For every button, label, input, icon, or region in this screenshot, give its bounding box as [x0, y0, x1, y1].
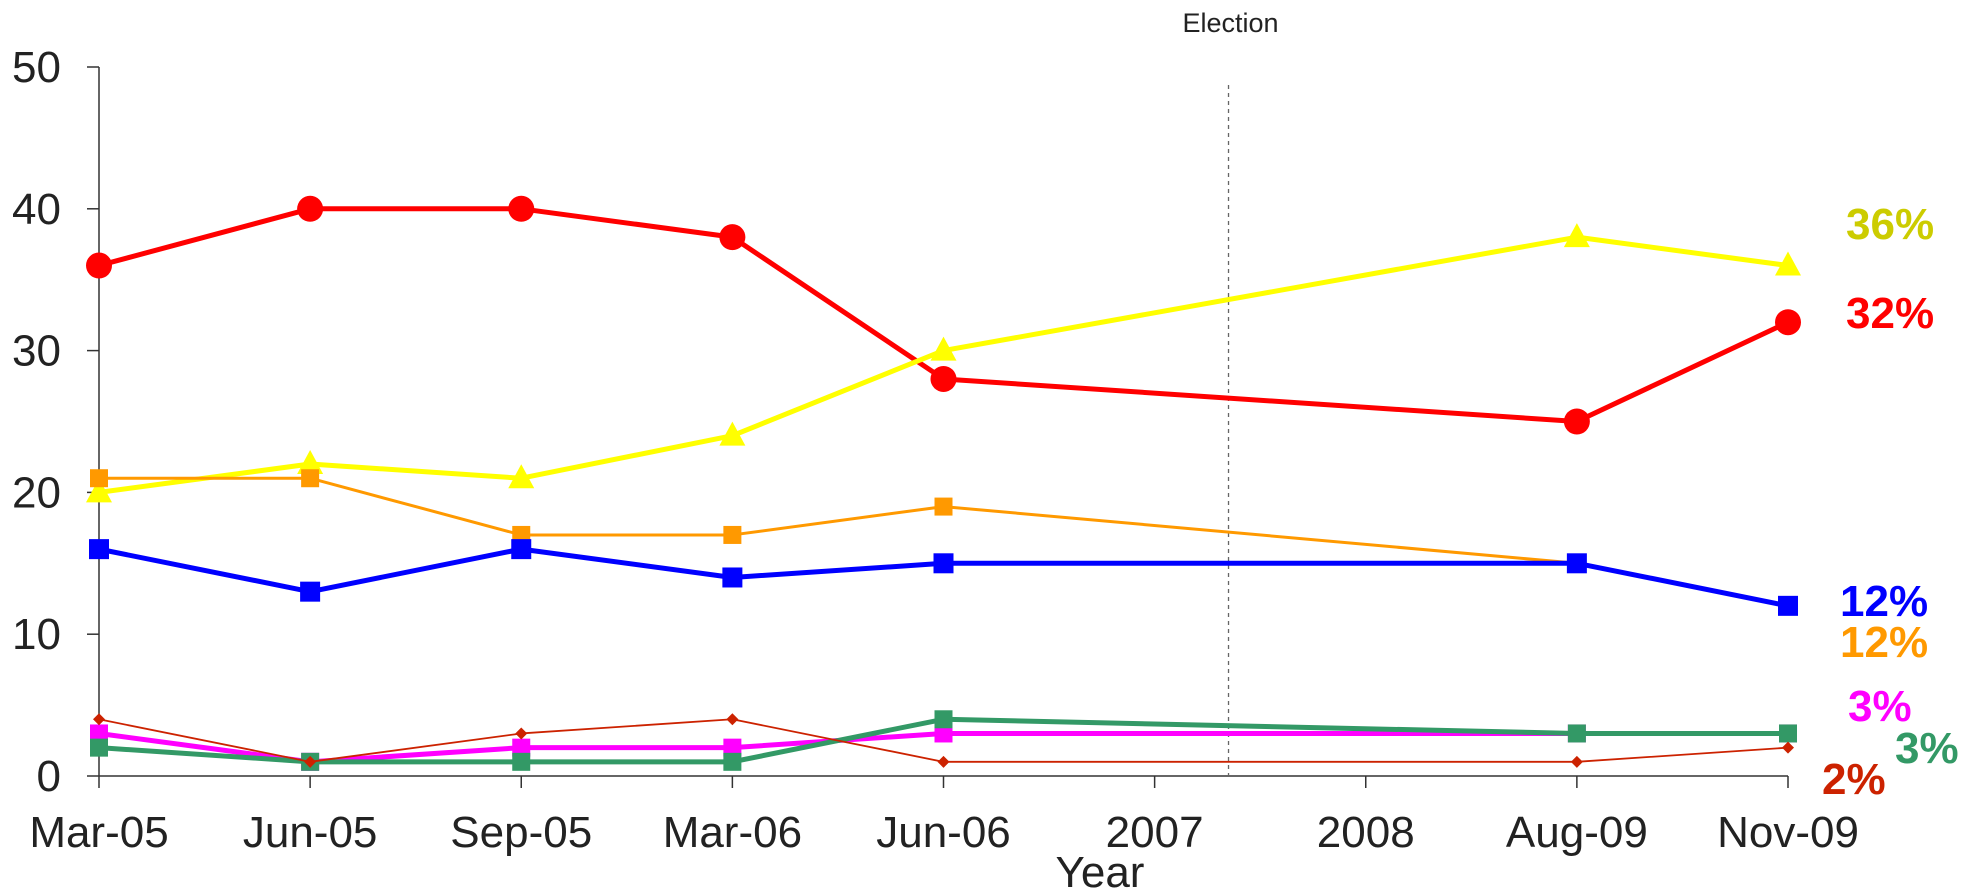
data-point — [722, 567, 743, 588]
data-point — [90, 469, 108, 488]
data-point — [934, 497, 953, 516]
data-point — [86, 478, 112, 503]
x-axis-title: Year — [1056, 848, 1145, 890]
x-tick-label: Sep-05 — [450, 808, 592, 857]
annotations: Election — [1182, 8, 1279, 776]
data-point — [1775, 251, 1801, 276]
data-point — [934, 710, 953, 729]
end-label: 12% — [1840, 618, 1928, 667]
data-point — [512, 738, 531, 757]
x-tick-label: Aug-09 — [1506, 808, 1648, 857]
data-point — [719, 224, 746, 251]
x-tick-label: Mar-06 — [663, 808, 802, 857]
x-tick-label: 2007 — [1106, 808, 1204, 857]
series-0 — [86, 195, 1801, 435]
data-point — [1779, 724, 1797, 743]
x-tick-label: Jun-05 — [243, 808, 378, 857]
data-point — [933, 553, 954, 574]
y-tick-label: 0 — [37, 752, 61, 801]
data-point — [297, 195, 324, 222]
x-tick-label: Mar-05 — [29, 808, 168, 857]
data-point — [930, 336, 957, 361]
election-annotation-label: Election — [1182, 8, 1278, 38]
data-point — [86, 252, 112, 279]
x-tick-label: Jun-06 — [876, 808, 1011, 857]
series-layer — [86, 195, 1801, 771]
data-point — [93, 713, 105, 726]
series-2 — [90, 469, 1797, 615]
data-point — [300, 581, 321, 602]
data-point — [726, 713, 739, 726]
data-point — [297, 450, 324, 475]
y-tick-label: 50 — [12, 43, 61, 92]
end-label: 32% — [1846, 289, 1934, 338]
series-1 — [86, 223, 1801, 503]
axes: 0 10 20 30 40 50 Mar-05 Jun-05 Sep-05 Mar-06 Jun-0… — [12, 43, 1859, 857]
series-line — [98, 234, 1789, 495]
series-line — [99, 476, 1789, 608]
data-point — [723, 525, 742, 544]
data-point — [508, 195, 535, 222]
end-labels: 32%36%12%12%3%3%2% — [1822, 200, 1959, 804]
data-point — [1563, 223, 1590, 248]
data-point — [1782, 741, 1794, 754]
data-point — [1775, 309, 1801, 336]
x-tick-label: 2008 — [1317, 808, 1415, 857]
data-point — [930, 365, 957, 392]
data-point — [937, 755, 950, 768]
end-label: 3% — [1895, 724, 1959, 773]
data-point — [511, 539, 532, 560]
series-6 — [93, 713, 1794, 768]
data-point — [515, 727, 528, 740]
data-point — [508, 464, 535, 489]
data-point — [934, 724, 953, 743]
data-point — [90, 738, 108, 757]
data-point — [512, 752, 531, 771]
end-label: 2% — [1822, 755, 1886, 804]
data-point — [1563, 408, 1590, 435]
end-label: 3% — [1848, 682, 1912, 731]
end-label: 12% — [1840, 577, 1928, 626]
x-tick-label: Nov-09 — [1717, 808, 1859, 857]
data-point — [723, 752, 742, 771]
data-point — [1570, 755, 1583, 768]
data-point — [304, 755, 317, 768]
data-point — [1566, 553, 1587, 574]
series-3 — [89, 539, 1798, 616]
data-point — [1567, 724, 1586, 743]
data-point — [1778, 595, 1798, 616]
data-point — [89, 539, 109, 560]
data-point — [723, 738, 742, 757]
y-tick-label: 10 — [12, 610, 61, 659]
data-point — [719, 421, 746, 446]
y-tick-label: 30 — [12, 327, 61, 376]
data-point — [301, 469, 320, 488]
y-tick-label: 20 — [12, 468, 61, 517]
data-point — [90, 724, 108, 743]
y-tick-label: 40 — [12, 185, 61, 234]
end-label: 36% — [1846, 200, 1934, 249]
